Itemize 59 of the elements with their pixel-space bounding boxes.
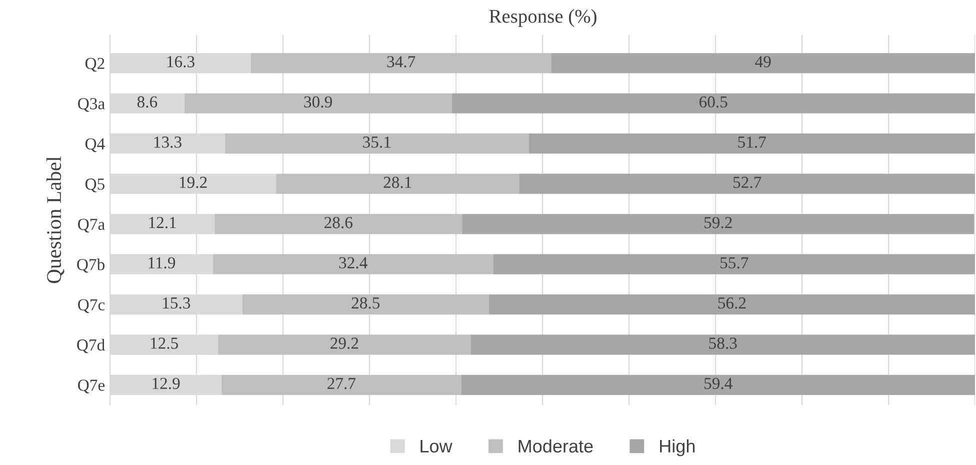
data-label: 28.1 <box>384 176 412 188</box>
data-label: 30.9 <box>304 96 332 108</box>
bar <box>212 254 494 274</box>
bar <box>242 294 489 315</box>
bar <box>452 93 976 114</box>
bar <box>184 93 452 114</box>
data-label: 8.6 <box>137 96 158 108</box>
data-label: 58.3 <box>709 338 737 349</box>
data-label: 13.3 <box>154 136 182 148</box>
data-label: 28.5 <box>352 297 380 309</box>
bar <box>462 214 974 234</box>
legend-label: Moderate <box>518 439 593 453</box>
y-tick-label: Q7d <box>77 338 105 354</box>
bar <box>276 174 520 194</box>
legend-label: Low <box>420 440 452 453</box>
data-label: 51.7 <box>738 136 766 148</box>
data-label: 52.7 <box>733 176 762 188</box>
y-tick-label: Q3a <box>78 98 105 112</box>
chart-title: Response (%) <box>489 9 596 27</box>
data-label: 12.5 <box>150 338 178 349</box>
bar <box>222 374 462 395</box>
data-label: 12.9 <box>152 378 180 390</box>
data-label: 27.7 <box>328 378 356 390</box>
data-label: 55.7 <box>720 257 748 268</box>
bar <box>519 174 976 194</box>
y-axis-title: Question Label <box>46 156 64 284</box>
data-label: 29.2 <box>330 338 358 349</box>
bar <box>488 294 976 315</box>
bar <box>225 134 529 154</box>
data-label: 49 <box>755 56 771 68</box>
data-label: 12.1 <box>149 216 176 228</box>
data-label: 11.9 <box>148 257 176 268</box>
bar <box>218 334 471 355</box>
bar <box>493 254 976 274</box>
y-tick-label: Q7a <box>78 218 105 233</box>
y-tick-label: Q4 <box>85 138 105 152</box>
data-label: 59.2 <box>704 216 732 228</box>
y-tick-label: Q5 <box>85 178 104 192</box>
bar <box>214 214 462 234</box>
bar <box>528 134 976 154</box>
data-label: 60.5 <box>699 96 728 108</box>
data-label: 34.7 <box>387 56 416 68</box>
data-label: 35.1 <box>363 136 390 148</box>
data-label: 56.2 <box>718 297 746 309</box>
bar <box>470 334 976 355</box>
data-label: 28.6 <box>324 216 352 228</box>
bar <box>251 53 552 74</box>
data-label: 59.4 <box>704 378 732 390</box>
data-label: 16.3 <box>167 56 194 68</box>
data-label: 32.4 <box>339 257 368 268</box>
y-tick-label: Q2 <box>85 58 104 72</box>
data-label: 19.2 <box>180 176 207 188</box>
bar <box>461 374 976 395</box>
y-tick-label: Q7e <box>78 380 105 394</box>
y-tick-label: Q7c <box>78 299 105 313</box>
legend-label: High <box>660 439 695 456</box>
y-tick-label: Q7b <box>77 258 105 273</box>
bar <box>551 53 976 74</box>
data-label: 15.3 <box>163 297 190 309</box>
